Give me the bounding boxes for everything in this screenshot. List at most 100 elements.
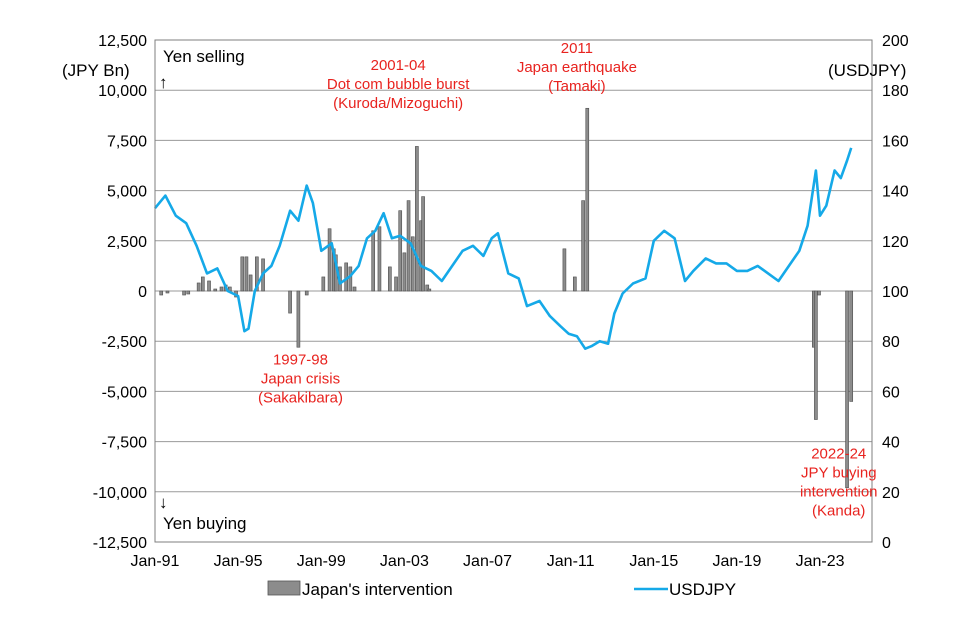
intervention-bar	[573, 276, 577, 292]
intervention-bar	[248, 274, 253, 292]
left-tick-label: -12,500	[93, 535, 147, 552]
plot-frame	[154, 39, 873, 543]
grid	[155, 89, 872, 493]
left-tick-label: 0	[138, 284, 147, 301]
x-tick-label: Jan-03	[380, 553, 429, 570]
x-tick-label: Jan-19	[712, 553, 761, 570]
intervention-bar	[425, 284, 430, 292]
intervention-bar	[849, 290, 854, 402]
left-tick-label: 2,500	[107, 234, 147, 251]
annotation-line: 2011	[561, 40, 593, 57]
x-tick-label: Jan-95	[214, 553, 263, 570]
intervention-bar	[817, 290, 821, 296]
annotation-line: (Sakakibara)	[258, 389, 343, 406]
intervention-bar	[402, 252, 407, 292]
usdjpy-line	[153, 147, 853, 350]
intervention-bar	[415, 146, 419, 292]
x-tick-label: Jan-23	[796, 553, 845, 570]
x-tick-label: Jan-11	[547, 553, 595, 570]
intervention-bar	[213, 288, 218, 292]
left-tick-label: -7,500	[102, 435, 147, 452]
x-tick-label: Jan-07	[463, 553, 512, 570]
intervention-bar	[244, 256, 249, 292]
left-axis-label: (JPY Bn)	[62, 61, 130, 80]
intervention-bar	[371, 230, 376, 292]
right-axis-label: (USDJPY)	[828, 61, 906, 80]
intervention-bar	[159, 290, 164, 296]
intervention-bar	[327, 228, 332, 292]
left-tick-label: 12,500	[98, 33, 147, 50]
intervention-bars	[159, 107, 854, 489]
intervention-bar	[398, 210, 403, 292]
intervention-bar	[201, 276, 205, 292]
intervention-bar	[845, 290, 849, 489]
legend-label-usdjpy: USDJPY	[669, 580, 736, 599]
legend-swatch-intervention	[267, 580, 301, 596]
yen-buying-label: Yen buying	[163, 514, 247, 533]
annotation-line: 2001-04	[371, 57, 426, 74]
right-tick-label: 0	[882, 535, 891, 552]
intervention-bar	[182, 290, 186, 296]
left-tick-label: -2,500	[102, 334, 147, 351]
intervention-bar	[562, 248, 567, 292]
left-tick-label: -5,000	[102, 384, 147, 401]
intervention-bar	[406, 200, 411, 292]
legend-label-intervention: Japan's intervention	[302, 580, 453, 599]
x-tick-label: Jan-91	[131, 553, 180, 570]
intervention-bar	[410, 236, 415, 292]
right-tick-label: 180	[882, 83, 909, 100]
annotation-line: 2022-24	[811, 446, 866, 463]
intervention-bar	[240, 256, 245, 292]
intervention-bar	[388, 266, 392, 292]
annotation-line: intervention	[800, 484, 878, 501]
intervention-bar	[186, 290, 191, 295]
intervention-bar	[348, 266, 353, 292]
annotation-line: 1997-98	[273, 351, 328, 368]
intervention-bar	[296, 290, 301, 348]
down-arrow-icon: ↓	[159, 493, 168, 512]
left-tick-label: 10,000	[98, 83, 147, 100]
annotation-line: (Kuroda/Mizoguchi)	[333, 95, 463, 112]
intervention-bar	[255, 256, 259, 292]
right-tick-label: 120	[882, 234, 909, 251]
up-arrow-icon: ↑	[159, 73, 168, 92]
right-tick-label: 40	[882, 435, 900, 452]
right-tick-label: 60	[882, 384, 900, 401]
left-axis-ticks: 12,500 10,000 7,500 5,000 2,500 0 -2,500 -5,000…	[93, 33, 147, 552]
right-tick-label: 100	[882, 284, 909, 301]
left-tick-label: -10,000	[93, 485, 147, 502]
intervention-bar	[585, 107, 590, 292]
legend: Japan's intervention USDJPY	[267, 580, 736, 599]
intervention-bar	[814, 290, 818, 420]
intervention-bar	[207, 280, 211, 292]
intervention-bar	[219, 286, 224, 292]
right-tick-label: 160	[882, 133, 909, 150]
annotation-line: Japan earthquake	[517, 59, 637, 76]
annotations: 2001-04 Dot com bubble burst (Kuroda/Mizog…	[258, 40, 878, 520]
yen-selling-label: Yen selling	[163, 47, 245, 66]
intervention-bar	[377, 226, 382, 292]
intervention-bar	[421, 196, 425, 292]
right-tick-label: 80	[882, 334, 900, 351]
left-tick-label: 7,500	[107, 133, 147, 150]
intervention-bar	[427, 288, 432, 292]
right-tick-label: 200	[882, 33, 909, 50]
intervention-bar	[352, 286, 357, 292]
intervention-bar	[394, 276, 398, 292]
intervention-bar	[321, 276, 326, 292]
annotation-line: Dot com bubble burst	[327, 76, 470, 93]
intervention-bar	[165, 290, 170, 294]
annotation-line: JPY buying	[801, 465, 877, 482]
x-tick-label: Jan-15	[629, 553, 678, 570]
x-tick-label: Jan-99	[297, 553, 346, 570]
annotation-line: (Tamaki)	[548, 78, 606, 95]
annotation-line: Japan crisis	[261, 370, 340, 387]
right-tick-label: 20	[882, 485, 900, 502]
intervention-bar	[288, 290, 292, 314]
intervention-bar	[581, 200, 585, 292]
intervention-bar	[196, 282, 201, 292]
left-tick-label: 5,000	[107, 184, 147, 201]
annotation-line: (Kanda)	[812, 503, 865, 520]
